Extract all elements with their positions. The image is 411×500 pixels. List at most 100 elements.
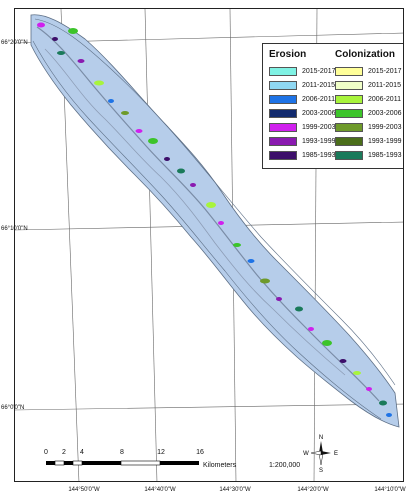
legend-colonization-label: 1985-1993 [368, 152, 402, 159]
legend-colonization-title: Colonization [335, 49, 395, 60]
erosion-patch [247, 259, 255, 263]
longitude-label: 144°40'0"W [144, 487, 176, 493]
side-channel-line [44, 48, 346, 376]
scale-tick-label: 2 [62, 449, 66, 456]
legend-colonization-swatch [335, 95, 363, 104]
legend-colonization-swatch [335, 151, 363, 160]
latitude-label: 66°10'0"N [1, 226, 28, 232]
scale-seg [64, 461, 73, 465]
legend-colonization-label: 2003-2006 [368, 110, 402, 117]
legend-erosion-label: 2006-2011 [302, 96, 335, 103]
legend-erosion-label: 2011-2015 [302, 82, 335, 89]
compass-arrow-west [310, 450, 322, 456]
legend-colonization-swatch [335, 123, 363, 132]
longitude-label: 144°30'0"W [219, 487, 251, 493]
erosion-patch [164, 157, 170, 161]
colonization-patch [353, 371, 361, 375]
legend-colonization-row: 2015-2017 [335, 66, 401, 77]
longitude-label: 144°50'0"W [68, 487, 100, 493]
scale-tick-label: 4 [80, 449, 84, 456]
legend: Erosion Colonization 2015-2017 2011-2015 2… [262, 43, 403, 169]
erosion-patch [276, 297, 282, 301]
erosion-patch [190, 183, 196, 187]
north-arrow: N S E W [303, 435, 338, 474]
legend-colonization-row: 1993-1999 [335, 136, 401, 147]
main-channel-line [36, 26, 380, 402]
colonization-patch [322, 340, 332, 346]
legend-erosion-row: 2003-2006 [269, 108, 335, 119]
legend-erosion-row: 2006-2011 [269, 94, 335, 105]
legend-erosion-swatch [269, 67, 297, 76]
colonization-patch [57, 51, 65, 55]
legend-erosion-label: 1993-1999 [302, 138, 336, 145]
colonization-patch [94, 80, 104, 86]
legend-colonization-label: 2015-2017 [368, 68, 402, 75]
legend-erosion-label: 1985-1993 [302, 152, 336, 159]
legend-colonization-row: 2011-2015 [335, 80, 401, 91]
colonization-patch [206, 202, 216, 208]
legend-erosion-swatch [269, 81, 297, 90]
erosion-patch [339, 359, 347, 363]
erosion-patch [386, 413, 392, 417]
legend-erosion-swatch [269, 137, 297, 146]
legend-colonization-label: 2006-2011 [368, 96, 401, 103]
compass-s: S [319, 468, 323, 474]
change-patches [37, 22, 392, 417]
colonization-patch [295, 306, 303, 312]
colonization-patch [121, 111, 129, 115]
legend-erosion-swatch [269, 123, 297, 132]
scale-bar-graphic [46, 460, 199, 466]
parallel-line-3 [15, 403, 403, 411]
meridian-line-2 [144, 9, 158, 481]
legend-erosion-swatch [269, 109, 297, 118]
legend-erosion-row: 2015-2017 [269, 66, 335, 77]
legend-erosion-row: 1993-1999 [269, 136, 335, 147]
legend-colonization-label: 1999-2003 [368, 124, 402, 131]
legend-erosion-row: 1985-1993 [269, 150, 335, 161]
erosion-patch [37, 22, 45, 28]
erosion-patch [108, 99, 114, 103]
colonization-patch [68, 28, 78, 34]
scale-tick-label: 8 [120, 449, 124, 456]
legend-erosion-row: 2011-2015 [269, 80, 335, 91]
legend-colonization-swatch [335, 81, 363, 90]
scale-unit: Kilometers [203, 462, 237, 469]
erosion-patch [218, 221, 224, 225]
compass-arrow-north [319, 441, 323, 453]
legend-colonization-row: 1985-1993 [335, 150, 401, 161]
scale-seg [160, 461, 199, 465]
compass-e: E [334, 451, 338, 457]
legend-erosion-title: Erosion [269, 49, 307, 60]
legend-erosion-label: 2003-2006 [302, 110, 336, 117]
scale-seg [46, 461, 55, 465]
bank-line-south [32, 40, 382, 420]
scale-seg [82, 461, 121, 465]
scale-tick-label: 0 [44, 449, 48, 456]
erosion-patch [366, 387, 372, 391]
scale-seg [120, 460, 161, 466]
legend-colonization-label: 1993-1999 [368, 138, 402, 145]
scale-ratio: 1:200,000 [269, 462, 301, 469]
legend-erosion-swatch [269, 151, 297, 160]
legend-erosion-label: 1999-2003 [302, 124, 336, 131]
scale-seg [72, 460, 83, 466]
erosion-patch [52, 37, 58, 41]
legend-erosion-swatch [269, 95, 297, 104]
compass-arrow-east [321, 451, 331, 455]
legend-colonization-row: 2006-2011 [335, 94, 401, 105]
latitude-label: 66°0'0"N [1, 405, 25, 411]
legend-erosion-label: 2015-2017 [302, 68, 336, 75]
map-frame: N S E W Erosion Colonization 2015-2017 20… [14, 8, 404, 482]
colonization-patch [233, 243, 241, 247]
legend-colonization-swatch [335, 109, 363, 118]
legend-colonization-label: 2011-2015 [368, 82, 401, 89]
colonization-patch [379, 400, 387, 406]
longitude-label: 144°10'0"W [374, 487, 406, 493]
legend-colonization-row: 2003-2006 [335, 108, 401, 119]
legend-colonization-row: 1999-2003 [335, 122, 401, 133]
scale-seg [54, 460, 65, 466]
erosion-patch [135, 129, 143, 133]
scale-tick-label: 12 [157, 449, 165, 456]
longitude-label: 144°20'0"W [297, 487, 329, 493]
compass-n: N [319, 435, 323, 441]
